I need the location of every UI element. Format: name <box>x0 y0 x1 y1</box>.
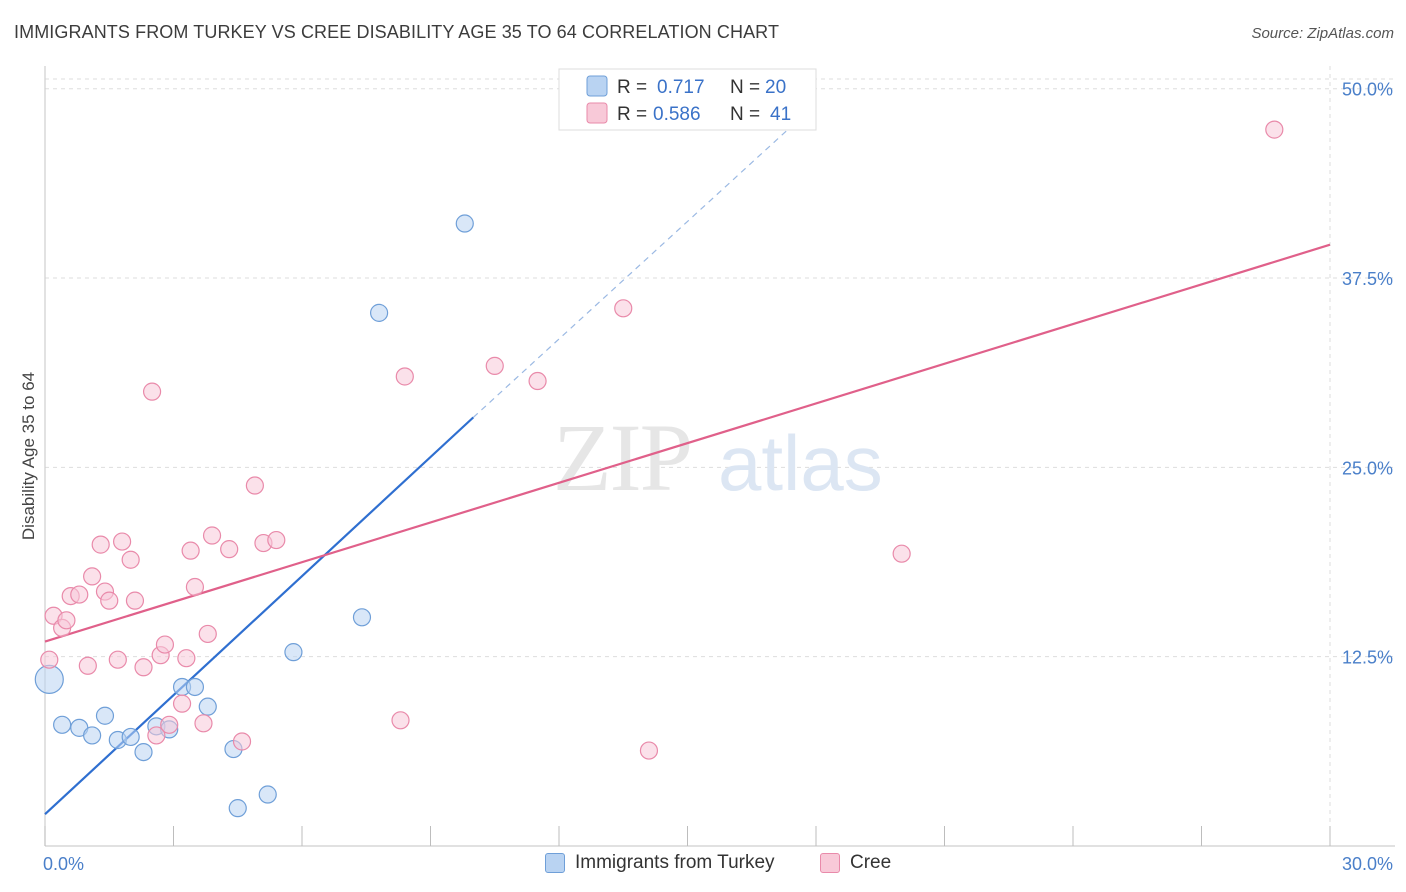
turkey-point <box>53 715 72 734</box>
turkey-point <box>185 677 205 697</box>
cree-point <box>83 567 102 586</box>
legend-r-value-cree: 0.586 <box>653 104 701 125</box>
cree-point <box>267 530 286 550</box>
correlation-legend: R = 0.717 N = 20 R = 0.586 N = 41 <box>558 68 817 131</box>
legend-swatch-turkey-bottom <box>545 853 565 873</box>
cree-point <box>391 711 410 730</box>
turkey-point <box>284 643 303 662</box>
turkey-point <box>352 608 372 627</box>
cree-point <box>142 382 162 401</box>
turkey-trend-line <box>44 416 475 816</box>
cree-point <box>147 726 166 745</box>
legend-label-turkey: Immigrants from Turkey <box>575 852 775 873</box>
cree-point <box>112 532 132 551</box>
legend-item-cree: Cree <box>820 852 891 874</box>
cree-point <box>245 476 264 495</box>
watermark: ZIP atlas <box>553 404 883 511</box>
y-tick-label: 25.0% <box>1342 458 1393 478</box>
turkey-point <box>228 799 247 818</box>
turkey-point <box>370 303 389 322</box>
cree-point <box>70 585 89 604</box>
cree-point <box>100 591 119 610</box>
legend-n-value-cree: 41 <box>770 104 791 125</box>
x-tick-label: 30.0% <box>1342 854 1393 874</box>
cree-point <box>639 741 659 760</box>
legend-n-value-turkey: 20 <box>765 77 786 98</box>
legend-swatch-cree <box>586 102 608 124</box>
cree-point <box>485 356 504 375</box>
y-tick-label: 37.5% <box>1342 269 1393 289</box>
x-tick-label: 0.0% <box>43 854 84 874</box>
cree-point <box>395 367 414 386</box>
y-tick-label: 50.0% <box>1342 80 1393 100</box>
turkey-point <box>34 664 64 694</box>
data-points <box>34 120 1284 818</box>
legend-r-label-turkey: R = <box>617 77 647 98</box>
legend-r-label-cree: R = <box>617 104 647 125</box>
cree-point <box>57 611 76 630</box>
cree-point <box>91 535 110 554</box>
cree-point <box>78 656 97 675</box>
cree-point <box>185 577 205 597</box>
cree-point <box>125 591 145 610</box>
y-tick-label: 12.5% <box>1342 648 1393 668</box>
legend-n-label-cree: N = <box>730 104 760 125</box>
legend-item-turkey: Immigrants from Turkey <box>545 852 775 874</box>
turkey-point <box>258 785 277 804</box>
turkey-trend-extension <box>472 103 817 418</box>
cree-point <box>528 371 547 391</box>
legend-swatch-turkey <box>586 75 608 97</box>
cree-point <box>198 624 217 644</box>
legend-swatch-cree-bottom <box>820 853 840 873</box>
cree-point <box>892 544 911 563</box>
cree-point <box>614 299 633 318</box>
cree-point <box>194 714 213 733</box>
cree-point <box>1265 120 1284 139</box>
cree-point <box>172 694 192 713</box>
turkey-point <box>95 706 115 725</box>
cree-point <box>220 540 239 559</box>
cree-point <box>160 715 179 734</box>
turkey-point <box>455 214 474 233</box>
legend-r-value-turkey: 0.717 <box>657 77 705 98</box>
axes <box>44 66 1395 847</box>
cree-trend-line <box>44 243 1331 643</box>
y-axis-label: Disability Age 35 to 64 <box>19 372 38 540</box>
cree-point <box>155 635 175 654</box>
cree-point <box>134 658 153 677</box>
cree-point <box>177 649 196 668</box>
series-legend: Immigrants from Turkey Cree <box>0 848 1406 880</box>
cree-point <box>202 526 222 545</box>
watermark-zip: ZIP <box>553 404 691 511</box>
tick-labels: 12.5% 25.0% 37.5% 50.0% 0.0% 30.0% <box>43 80 1393 874</box>
turkey-point <box>134 742 153 762</box>
turkey-point <box>121 727 140 747</box>
cree-point <box>108 650 127 669</box>
chart-title: IMMIGRANTS FROM TURKEY VS CREE DISABILIT… <box>14 22 780 42</box>
chart-source: Source: ZipAtlas.com <box>1251 25 1394 42</box>
turkey-point <box>198 697 217 716</box>
watermark-atlas: atlas <box>718 419 883 507</box>
cree-point <box>40 650 59 669</box>
cree-point <box>232 732 252 751</box>
legend-n-label-turkey: N = <box>730 77 760 98</box>
cree-point <box>181 541 200 560</box>
cree-point <box>121 550 140 569</box>
turkey-point <box>83 726 102 745</box>
legend-label-cree: Cree <box>850 852 892 873</box>
